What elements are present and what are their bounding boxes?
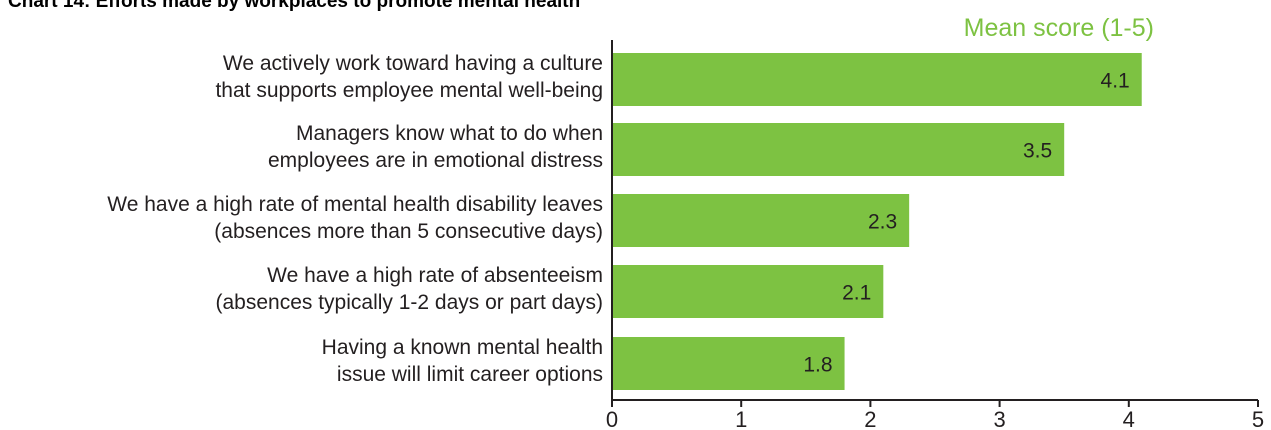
category-label-1: We actively work toward having a culture… [215, 50, 603, 104]
category-label-4: We have a high rate of absenteeism (absen… [215, 262, 603, 316]
series-legend-label: Mean score (1-5) [963, 14, 1154, 42]
category-label-line: (absences typically 1-2 days or part day… [215, 291, 603, 314]
bar-value-label-5: 1.8 [803, 354, 832, 377]
bar-value-label-4: 2.1 [842, 282, 871, 305]
bar-3 [612, 194, 910, 247]
category-label-line: issue will limit career options [336, 363, 603, 386]
x-tick-label-2: 2 [864, 407, 876, 430]
x-tick-label-0: 0 [606, 407, 618, 430]
category-label-line: Having a known mental health [321, 336, 603, 359]
category-label-2: Managers know what to do when employees a… [268, 120, 603, 174]
x-tick-label-3: 3 [993, 407, 1005, 430]
category-label-line: We have a high rate of absenteeism [267, 264, 603, 287]
x-tick-label-4: 4 [1123, 407, 1135, 430]
x-tick-label-1: 1 [735, 407, 747, 430]
category-label-line: Managers know what to do when [295, 122, 603, 145]
x-tick-label-5: 5 [1252, 407, 1264, 430]
bar-value-label-1: 4.1 [1101, 70, 1130, 93]
category-label-line: (absences more than 5 consecutive days) [214, 220, 603, 243]
category-label-line: employees are in emotional distress [268, 149, 603, 172]
category-label-5: Having a known mental health issue will l… [322, 334, 603, 388]
bar-4 [612, 265, 884, 318]
chart-title: Chart 14: Efforts made by workplaces to … [8, 0, 581, 12]
bar-2 [612, 123, 1065, 176]
category-label-line: We have a high rate of mental health dis… [107, 193, 603, 216]
bar-1 [612, 53, 1142, 106]
bar-5 [612, 337, 845, 390]
bar-value-label-3: 2.3 [868, 211, 897, 234]
category-label-3: We have a high rate of mental health dis… [107, 191, 603, 245]
bar-value-label-2: 3.5 [1023, 140, 1052, 163]
category-label-line: that supports employee mental well-being [215, 79, 603, 102]
category-label-line: We actively work toward having a culture [222, 52, 603, 75]
